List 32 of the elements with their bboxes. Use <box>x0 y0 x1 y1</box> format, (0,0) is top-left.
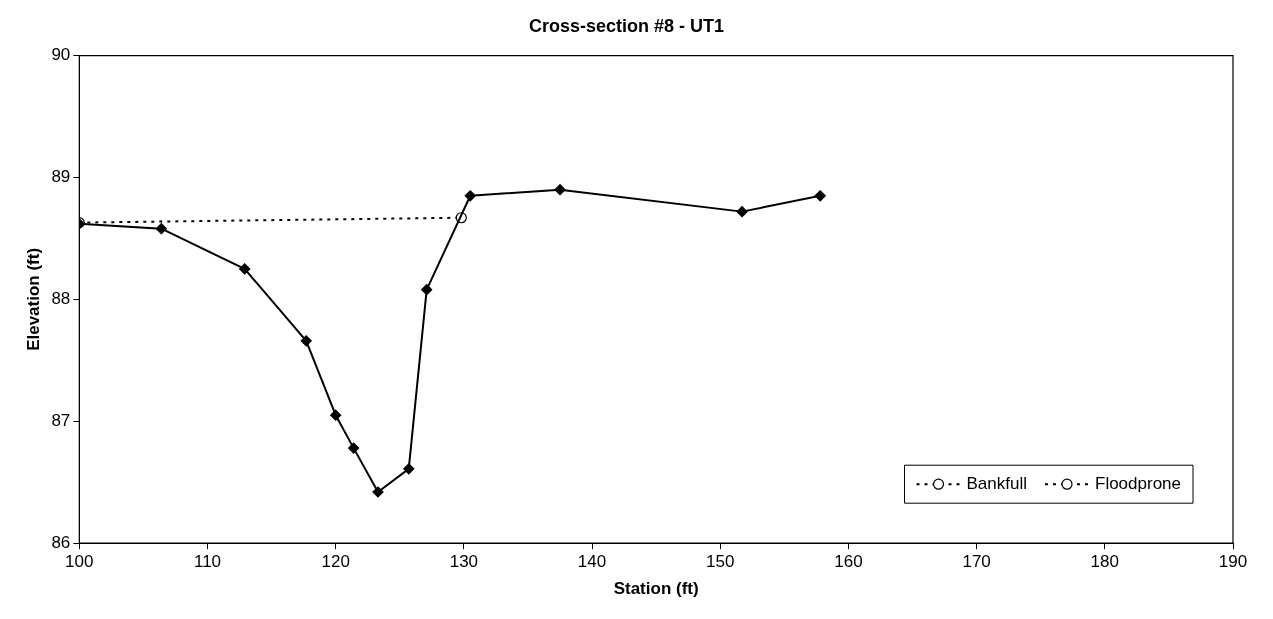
y-tick-label: 90 <box>51 45 71 65</box>
y-tick-label: 89 <box>51 167 71 187</box>
y-axis-title: Elevation (ft) <box>23 247 43 351</box>
point <box>155 223 167 235</box>
y-tick-label: 88 <box>51 289 71 309</box>
x-tick-label: 150 <box>706 552 735 572</box>
point <box>421 284 433 296</box>
x-tick-label: 130 <box>449 552 479 572</box>
point <box>300 335 312 347</box>
point <box>464 190 476 202</box>
x-tick-label: 160 <box>834 552 863 572</box>
x-tick-label: 110 <box>193 552 222 572</box>
point <box>554 184 566 196</box>
x-tick-label: 120 <box>321 552 350 572</box>
x-tick-label: 170 <box>962 552 991 572</box>
point <box>239 263 251 275</box>
point <box>330 409 342 421</box>
x-tick-label: 100 <box>65 552 94 572</box>
legend-label: Bankfull <box>966 473 1027 493</box>
point <box>348 442 360 454</box>
chart-title: Cross-section #8 - UT1 <box>528 15 725 36</box>
point <box>403 463 415 475</box>
x-tick-label: 180 <box>1090 552 1119 572</box>
legend-label: Floodprone <box>1095 473 1182 493</box>
x-tick-label: 140 <box>577 552 607 572</box>
y-tick-label: 87 <box>51 410 71 430</box>
y-tick-label: 86 <box>51 532 71 552</box>
point <box>372 486 384 498</box>
point <box>814 190 826 202</box>
x-tick-label: 190 <box>1218 552 1248 572</box>
point <box>736 206 748 218</box>
x-axis-title: Station (ft) <box>613 579 699 599</box>
